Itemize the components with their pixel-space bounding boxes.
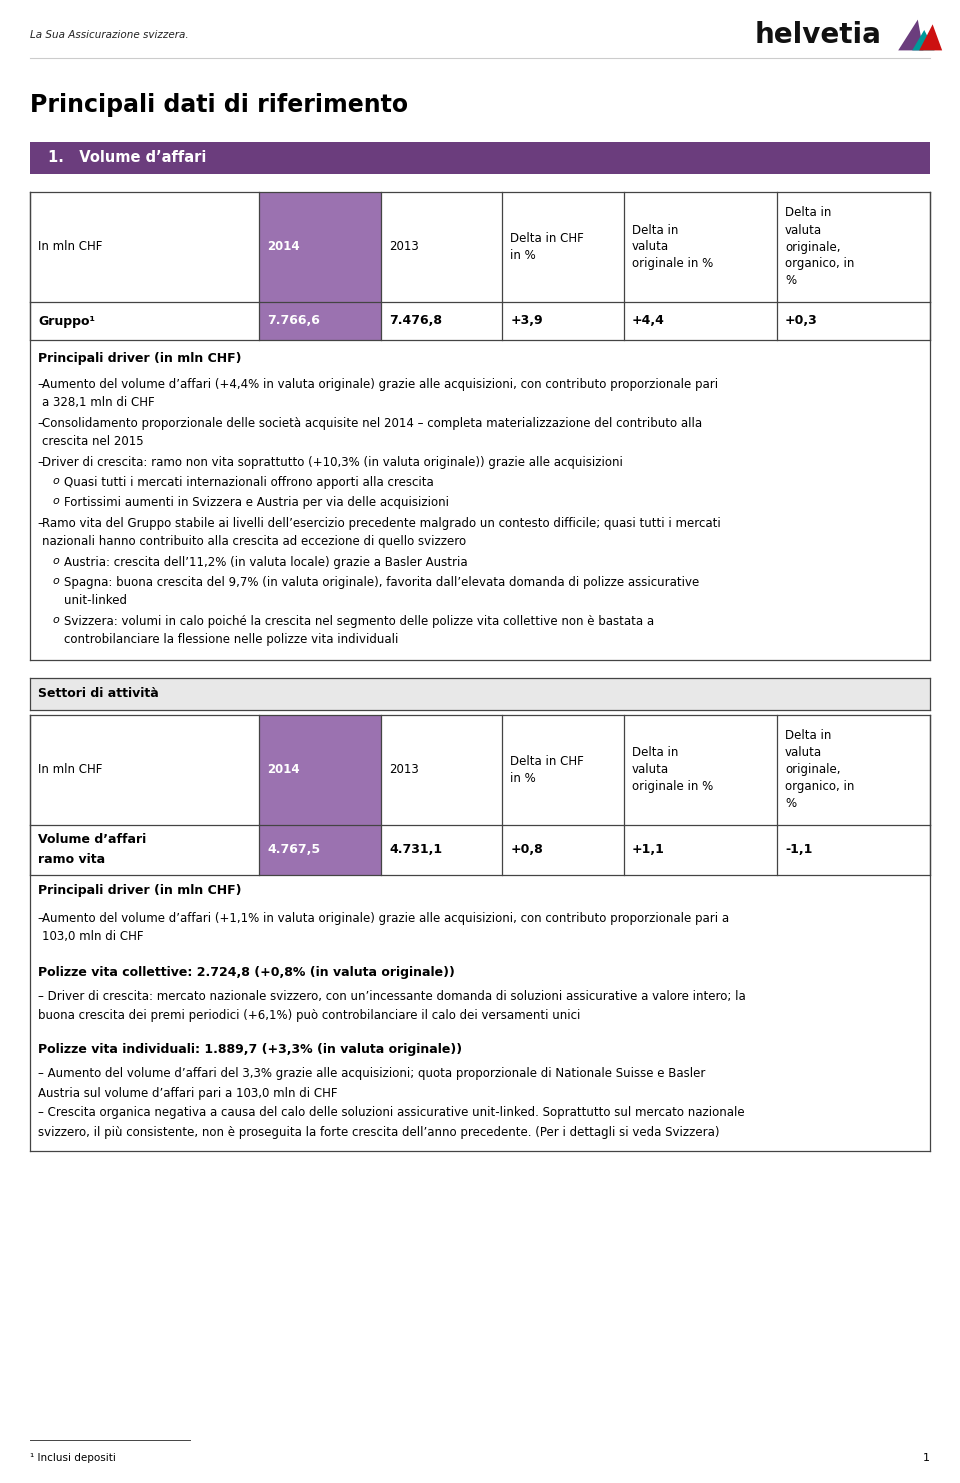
Text: – Driver di crescita: mercato nazionale svizzero, con un’incessante domanda di s: – Driver di crescita: mercato nazionale …: [38, 989, 746, 1003]
Text: Austria sul volume d’affari pari a 103,0 mln di CHF: Austria sul volume d’affari pari a 103,0…: [38, 1087, 338, 1100]
Text: –: –: [37, 417, 43, 430]
Text: 2014: 2014: [268, 764, 300, 776]
Text: Delta in CHF
in %: Delta in CHF in %: [511, 231, 585, 262]
Polygon shape: [899, 19, 924, 50]
Text: Delta in
valuta
originale in %: Delta in valuta originale in %: [632, 746, 713, 793]
Text: ramo vita: ramo vita: [38, 853, 106, 866]
Text: Volume d’affari: Volume d’affari: [38, 833, 146, 845]
Text: helvetia: helvetia: [755, 21, 882, 49]
Text: controbilanciare la flessione nelle polizze vita individuali: controbilanciare la flessione nelle poli…: [64, 633, 398, 647]
Text: 2014: 2014: [268, 240, 300, 254]
Text: Settori di attività: Settori di attività: [38, 687, 158, 700]
Text: 2013: 2013: [389, 240, 419, 254]
Text: +0,3: +0,3: [785, 314, 818, 328]
Text: 7.766,6: 7.766,6: [268, 314, 321, 328]
Text: o: o: [52, 575, 59, 586]
Text: o: o: [52, 476, 59, 486]
Text: crescita nel 2015: crescita nel 2015: [42, 435, 144, 448]
Text: Driver di crescita: ramo non vita soprattutto (+10,3% (in valuta originale)) gra: Driver di crescita: ramo non vita soprat…: [42, 455, 623, 469]
Text: Polizze vita collettive: 2.724,8 (+0,8% (in valuta originale)): Polizze vita collettive: 2.724,8 (+0,8% …: [38, 965, 455, 979]
Text: Delta in
valuta
originale in %: Delta in valuta originale in %: [632, 224, 713, 270]
Text: Fortissimi aumenti in Svizzera e Austria per via delle acquisizioni: Fortissimi aumenti in Svizzera e Austria…: [64, 497, 449, 509]
Text: Gruppo¹: Gruppo¹: [38, 314, 95, 328]
Text: svizzero, il più consistente, non è proseguita la forte crescita dell’anno prece: svizzero, il più consistente, non è pros…: [38, 1126, 719, 1139]
Text: In mln CHF: In mln CHF: [38, 240, 103, 254]
Text: Polizze vita individuali: 1.889,7 (+3,3% (in valuta originale)): Polizze vita individuali: 1.889,7 (+3,3%…: [38, 1043, 462, 1056]
Text: Austria: crescita dell’11,2% (in valuta locale) grazie a Basler Austria: Austria: crescita dell’11,2% (in valuta …: [64, 556, 468, 568]
Text: Aumento del volume d’affari (+4,4% in valuta originale) grazie alle acquisizioni: Aumento del volume d’affari (+4,4% in va…: [42, 378, 718, 392]
Text: o: o: [52, 556, 59, 565]
Bar: [30, 142, 930, 174]
Text: 4.767,5: 4.767,5: [268, 842, 321, 856]
Text: –: –: [37, 912, 43, 925]
Bar: [30, 678, 930, 709]
Text: +3,9: +3,9: [511, 314, 543, 328]
Text: Principali driver (in mln CHF): Principali driver (in mln CHF): [38, 884, 242, 897]
Text: Quasi tutti i mercati internazionali offrono apporti alla crescita: Quasi tutti i mercati internazionali off…: [64, 476, 434, 489]
Text: 4.731,1: 4.731,1: [389, 842, 443, 856]
Text: Principali driver (in mln CHF): Principali driver (in mln CHF): [38, 351, 242, 365]
Text: Delta in CHF
in %: Delta in CHF in %: [511, 755, 585, 785]
Text: Aumento del volume d’affari (+1,1% in valuta originale) grazie alle acquisizioni: Aumento del volume d’affari (+1,1% in va…: [42, 912, 730, 925]
Text: La Sua Assicurazione svizzera.: La Sua Assicurazione svizzera.: [30, 30, 188, 40]
Polygon shape: [912, 30, 935, 50]
Text: buona crescita dei premi periodici (+6,1%) può controbilanciare il calo dei vers: buona crescita dei premi periodici (+6,1…: [38, 1008, 581, 1022]
Text: +1,1: +1,1: [632, 842, 665, 856]
Bar: [259, 191, 381, 303]
Text: -1,1: -1,1: [785, 842, 812, 856]
Bar: [259, 303, 381, 340]
Text: +0,8: +0,8: [511, 842, 543, 856]
Text: o: o: [52, 614, 59, 624]
Polygon shape: [919, 24, 942, 50]
Text: –: –: [37, 378, 43, 392]
Text: –: –: [37, 455, 43, 469]
Text: Ramo vita del Gruppo stabile ai livelli dell’esercizio precedente malgrado un co: Ramo vita del Gruppo stabile ai livelli …: [42, 516, 721, 529]
Text: +4,4: +4,4: [632, 314, 665, 328]
Text: unit-linked: unit-linked: [64, 595, 127, 608]
Text: ¹ Inclusi depositi: ¹ Inclusi depositi: [30, 1453, 116, 1464]
Bar: [259, 825, 381, 875]
Text: 2013: 2013: [389, 764, 419, 776]
Text: In mln CHF: In mln CHF: [38, 764, 103, 776]
Text: Delta in
valuta
originale,
organico, in
%: Delta in valuta originale, organico, in …: [785, 730, 854, 810]
Text: a 328,1 mln di CHF: a 328,1 mln di CHF: [42, 396, 155, 409]
Text: 1: 1: [923, 1453, 930, 1464]
Text: – Aumento del volume d’affari del 3,3% grazie alle acquisizioni; quota proporzio: – Aumento del volume d’affari del 3,3% g…: [38, 1068, 706, 1080]
Bar: [259, 715, 381, 825]
Text: Consolidamento proporzionale delle società acquisite nel 2014 – completa materia: Consolidamento proporzionale delle socie…: [42, 417, 702, 430]
Text: 103,0 mln di CHF: 103,0 mln di CHF: [42, 930, 143, 943]
Text: Delta in
valuta
originale,
organico, in
%: Delta in valuta originale, organico, in …: [785, 206, 854, 288]
Text: 7.476,8: 7.476,8: [389, 314, 442, 328]
Text: –: –: [37, 516, 43, 529]
Text: Svizzera: volumi in calo poiché la crescita nel segmento delle polizze vita coll: Svizzera: volumi in calo poiché la cresc…: [64, 614, 654, 627]
Text: nazionali hanno contribuito alla crescita ad eccezione di quello svizzero: nazionali hanno contribuito alla crescit…: [42, 535, 467, 549]
Text: – Crescita organica negativa a causa del calo delle soluzioni assicurative unit-: – Crescita organica negativa a causa del…: [38, 1106, 745, 1120]
Text: o: o: [52, 497, 59, 506]
Text: 1.   Volume d’affari: 1. Volume d’affari: [48, 150, 206, 166]
Text: Spagna: buona crescita del 9,7% (in valuta originale), favorita dall’elevata dom: Spagna: buona crescita del 9,7% (in valu…: [64, 575, 699, 589]
Text: Principali dati di riferimento: Principali dati di riferimento: [30, 93, 408, 117]
